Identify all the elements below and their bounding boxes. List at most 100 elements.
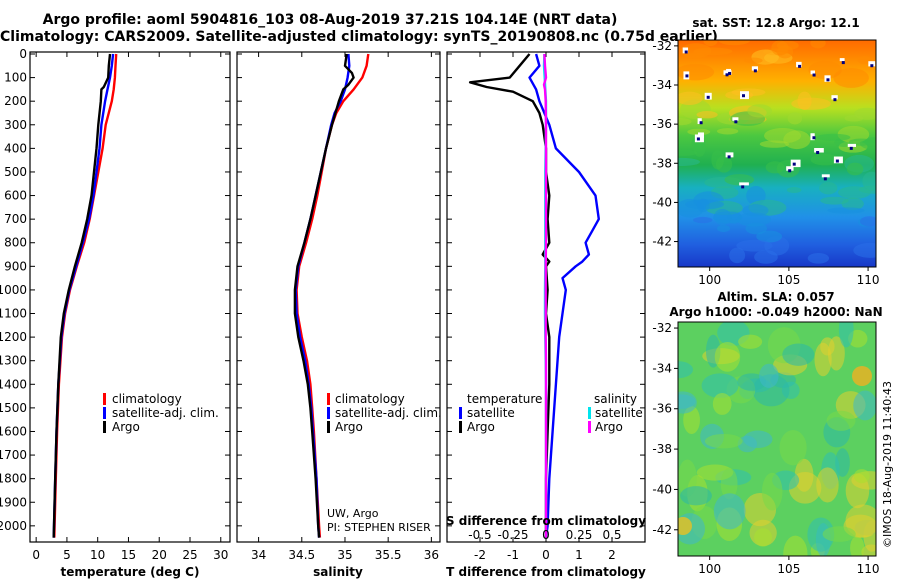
sst-texture-patch (853, 242, 876, 258)
sla-texture-patch (838, 322, 854, 348)
x-tick-label: 0 (32, 548, 40, 562)
sla-texture-patch (853, 469, 870, 484)
sst-map-title: sat. SST: 12.8 Argo: 12.1 (692, 16, 859, 30)
sst-cloud-edge (849, 146, 853, 150)
sla-texture-patch (852, 366, 872, 386)
sst-cloud-edge (685, 74, 689, 78)
depth-tick-label: 0 (19, 47, 27, 61)
x-tick-label: 20 (152, 548, 167, 562)
temperature-x-axis: 0 5 10 15 20 25 30 (32, 52, 228, 562)
sst-texture-patch (844, 114, 864, 122)
sla-texture-patch (680, 486, 712, 506)
s-diff-tick-label: -0.25 (497, 528, 528, 542)
map-y-tick-label: -42 (652, 235, 672, 249)
x-tick-label: 36 (424, 548, 439, 562)
s-difference-xlabel: S difference from climatology (446, 514, 646, 528)
sst-cloud-mask (839, 58, 845, 62)
depth-tick-label: 900 (4, 259, 27, 273)
sst-texture-patch (807, 252, 830, 264)
sla-texture-patch (712, 392, 732, 415)
sst-cloud-mask (725, 152, 734, 158)
map-y-tick-label: -40 (652, 195, 672, 209)
sla-texture-patch (683, 406, 700, 435)
map-x-tick-label: 105 (777, 562, 800, 576)
depth-tick-label: 200 (4, 94, 27, 108)
depth-axis: 0 100 200 300 400 500 600 700 800 900 1000 1100 1200… (0, 47, 230, 533)
sla-texture-patch (782, 343, 815, 366)
depth-tick-label: 1100 (0, 307, 27, 321)
sla-texture-patch (720, 467, 738, 500)
salinity-plot-frame (236, 51, 441, 543)
legend-label-climatology: climatology (335, 392, 405, 406)
map-y-tick-label: -38 (652, 156, 672, 170)
s-diff-tick-label: 0.25 (566, 528, 593, 542)
map-y-tick-label: -36 (652, 402, 672, 416)
legend-label-climatology: climatology (112, 392, 182, 406)
sst-cloud-mask (726, 68, 731, 73)
salinity-panel: 34 34.5 35 35.5 36 salinity climatology sate… (236, 51, 442, 579)
difference-panel: -2 -1 0 1 2 T difference from climatology S … (446, 51, 646, 579)
sla-texture-patch (738, 334, 763, 349)
depth-tick-label: 2000 (0, 519, 27, 533)
legend-label-satellite: satellite-adj. clim. (112, 406, 219, 420)
sst-cloud-edge (741, 185, 745, 189)
difference-x-axis: -2 -1 0 1 2 (474, 52, 616, 562)
depth-tick-label: 1700 (0, 448, 27, 462)
float-owner-annotation: UW, Argo (327, 507, 379, 520)
sst-cloud-edge (699, 121, 703, 125)
x-tick-label: 5 (63, 548, 71, 562)
sla-texture-patch (807, 517, 835, 552)
depth-tick-label: 300 (4, 118, 27, 132)
sst-cloud-edge (753, 69, 757, 73)
sst-texture-patch (827, 207, 865, 214)
sla-map-frame (677, 321, 877, 557)
sst-cloud-edge (725, 73, 729, 77)
sla-texture-patch (850, 535, 865, 556)
x-tick-label: -1 (507, 548, 519, 562)
sst-texture-patch (763, 128, 802, 144)
legend-label-argo: Argo (335, 420, 363, 434)
x-tick-label: 30 (213, 548, 228, 562)
depth-tick-label: 1300 (0, 354, 27, 368)
series-line-t-argo (468, 53, 551, 538)
sla-texture-patch (713, 493, 746, 530)
depth-tick-label: 1200 (0, 330, 27, 344)
sst-cloud-edge (792, 162, 796, 166)
sla-texture-patch (779, 430, 807, 466)
sst-cloud-edge (788, 169, 792, 173)
depth-tick-label: 1600 (0, 424, 27, 438)
legend-label-argo: Argo (112, 420, 140, 434)
legend-swatch-argo (327, 421, 330, 433)
sst-cloud-mask (786, 166, 794, 171)
series-line-t-satellite (528, 53, 600, 538)
sst-texture-patch (747, 104, 773, 118)
salinity-series (293, 53, 370, 538)
sst-cloud-mask (831, 95, 838, 100)
series-line-argo (52, 53, 112, 538)
map-y-tick-label: -34 (652, 78, 672, 92)
sla-map-title-line2: Argo h1000: -0.049 h2000: NaN (669, 305, 882, 319)
depth-tick-label: 800 (4, 236, 27, 250)
sst-texture-patch (703, 40, 718, 47)
depth-tick-label: 1400 (0, 377, 27, 391)
temperature-plot-frame (29, 51, 231, 543)
sst-cloud-mask (697, 118, 702, 125)
depth-tick-label: 1900 (0, 495, 27, 509)
sst-texture-patch (857, 56, 872, 65)
map-y-tick-label: -40 (652, 482, 672, 496)
depth-tick-label: 400 (4, 141, 27, 155)
s-difference-top-axis: -0.5 -0.25 0 0.25 0.5 (468, 528, 621, 542)
chart-title-line2: Climatology: CARS2009. Satellite-adjuste… (0, 29, 718, 45)
sst-texture-patch (759, 140, 790, 148)
sst-cloud-mask (810, 70, 815, 75)
legend-swatch-satellite (103, 407, 106, 419)
map-y-tick-label: -32 (652, 321, 672, 335)
sst-cloud-edge (684, 50, 688, 54)
map-x-tick-label: 100 (698, 273, 721, 287)
sst-texture-patch (678, 157, 700, 166)
legend-label-satellite: satellite-adj. clim. (335, 406, 442, 420)
sst-cloud-edge (728, 71, 732, 75)
map-y-tick-label: -36 (652, 117, 672, 131)
sst-texture-patch (838, 186, 871, 199)
